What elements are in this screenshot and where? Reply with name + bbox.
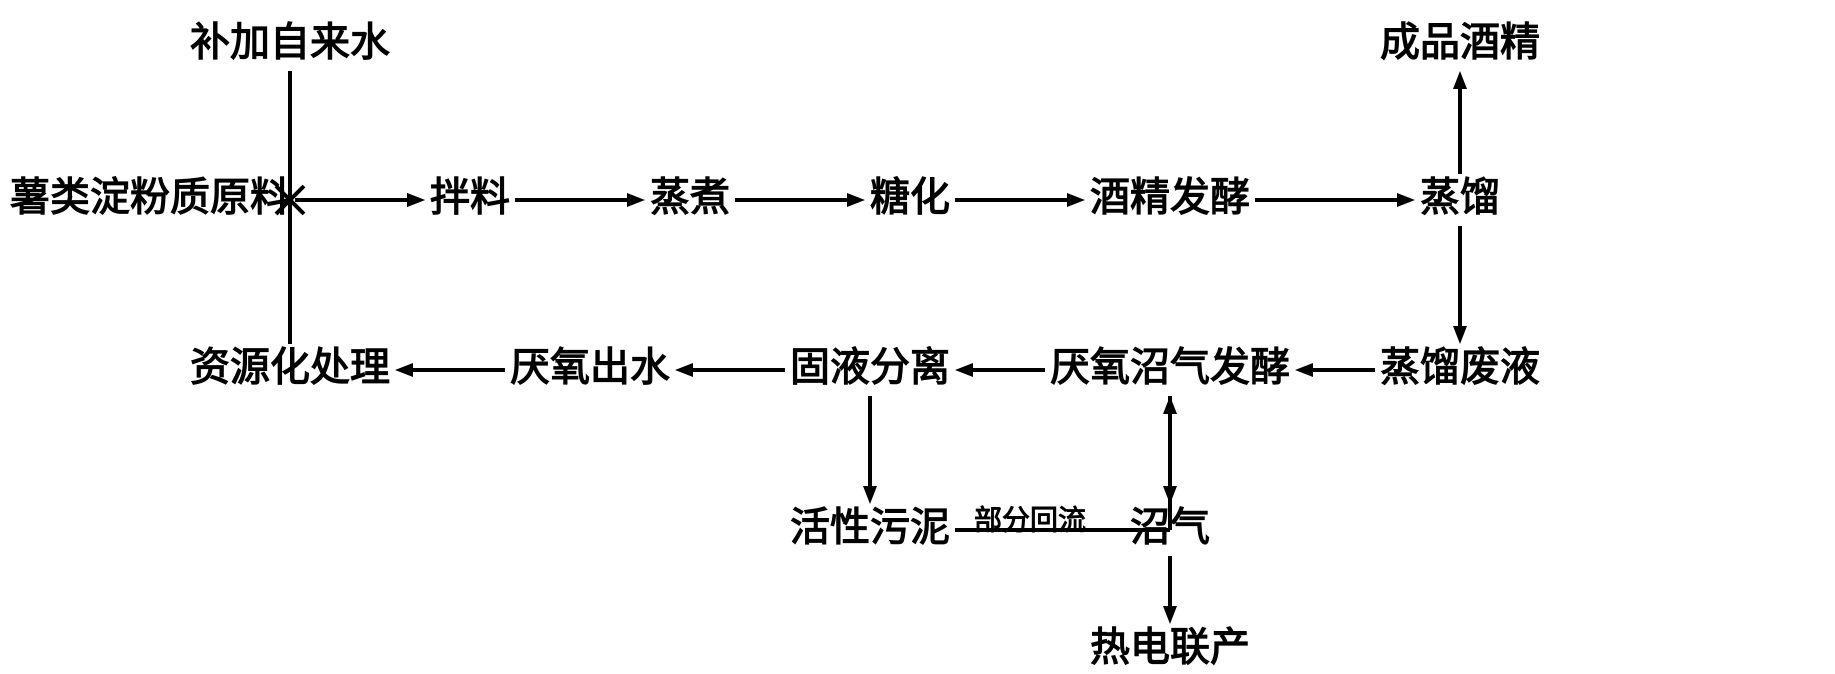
node-product: 成品酒精	[1380, 21, 1540, 65]
arrowhead-icon	[395, 363, 413, 377]
node-mix: 拌料	[430, 176, 510, 220]
arrowhead-icon	[1453, 71, 1467, 89]
node-biogas: 沼气	[1130, 506, 1210, 550]
flowchart-canvas: 补加自来水薯类淀粉质原料 拌料 蒸煮 糖化 酒精发酵 蒸馏 成品酒精蒸馏废液 厌氧沼气发酵 固液…	[0, 0, 1835, 674]
node-waste: 蒸馏废液	[1380, 346, 1540, 390]
node-chp: 热电联产	[1090, 626, 1250, 670]
node-top_water: 补加自来水	[190, 21, 391, 65]
arrowhead-icon	[1295, 363, 1313, 377]
arrowhead-icon	[863, 486, 877, 504]
node-sep: 固液分离	[790, 346, 950, 390]
arrowhead-icon	[1397, 193, 1415, 207]
node-raw: 薯类淀粉质原料	[10, 176, 290, 220]
arrowhead-icon	[847, 193, 865, 207]
node-distill: 蒸馏	[1420, 176, 1500, 220]
arrowhead-icon	[627, 193, 645, 207]
arrowhead-icon	[1163, 396, 1177, 414]
node-sacchar: 糖化	[870, 176, 950, 220]
node-cook: 蒸煮	[650, 176, 730, 220]
arrowhead-icon	[675, 363, 693, 377]
arrowhead-icon	[1067, 193, 1085, 207]
arrowhead-icon	[1453, 326, 1467, 344]
node-anaer_ferm: 厌氧沼气发酵	[1050, 346, 1290, 390]
node-ferment: 酒精发酵	[1090, 176, 1250, 220]
node-anaer_out: 厌氧出水	[510, 346, 671, 390]
node-resource: 资源化处理	[190, 346, 390, 390]
arrowhead-icon	[955, 363, 973, 377]
node-sludge: 活性污泥	[790, 506, 950, 550]
node-reflux_lbl: 部分回流	[974, 504, 1086, 535]
arrowhead-icon	[407, 193, 425, 207]
arrowhead-icon	[1163, 606, 1177, 624]
